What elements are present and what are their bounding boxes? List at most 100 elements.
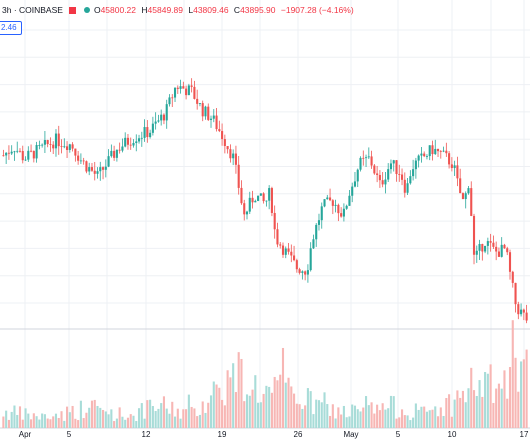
volume-bar (456, 390, 459, 428)
candle (63, 138, 66, 149)
volume-bar (323, 392, 326, 428)
candle (367, 147, 370, 160)
x-tick-10: 10 (447, 430, 457, 439)
volume-bar (218, 387, 221, 428)
candle (450, 157, 453, 172)
close-label: C (233, 5, 241, 15)
candle (126, 133, 130, 150)
candle (226, 146, 229, 154)
candle (245, 210, 249, 220)
candle (107, 149, 110, 168)
volume-bar (298, 404, 301, 428)
candle (234, 145, 237, 174)
x-tick-apr: Apr (18, 430, 32, 439)
candle (500, 237, 503, 258)
candle (525, 304, 528, 324)
candle (113, 145, 116, 161)
ohlc-readout: O45800.22 H45849.89 L43809.46 C43895.90 … (94, 5, 357, 15)
symbol-interval-exchange[interactable]: 3h · COINBASE (2, 5, 63, 15)
candle (124, 132, 127, 148)
candle (251, 190, 254, 209)
candle (406, 177, 409, 196)
volume-bar (176, 408, 179, 428)
volume-bar (49, 419, 52, 428)
candle (364, 154, 368, 167)
volume-bar (329, 415, 332, 428)
volume-bar (257, 402, 260, 428)
volume-bar (486, 373, 489, 428)
candle (312, 234, 315, 249)
volume-bar (503, 370, 506, 428)
candle (276, 222, 279, 248)
volume-bar (146, 400, 149, 428)
candle (240, 180, 243, 205)
indicator-value-chip[interactable]: 2.46 (0, 21, 22, 35)
candle (381, 172, 384, 188)
candle (212, 109, 215, 123)
volume-bar (110, 409, 113, 428)
volume-bar (232, 363, 235, 428)
volume-bar (506, 398, 509, 428)
volume-bar (326, 404, 329, 428)
volume-bar (107, 414, 110, 428)
volume-bar (207, 402, 210, 428)
volume-bar (306, 388, 309, 428)
candle (431, 140, 434, 161)
candle (68, 143, 71, 153)
volume-bar (143, 418, 146, 428)
volume-bar (226, 370, 229, 428)
open-value: 45800.22 (100, 5, 137, 15)
volume-bar (290, 386, 293, 428)
volume-bar (381, 403, 384, 428)
candle (508, 249, 512, 280)
volume-bar (212, 381, 215, 428)
volume-bar (268, 386, 271, 428)
volume-bar (168, 413, 171, 428)
candle (10, 145, 13, 155)
volume-bar (478, 380, 481, 428)
candle (207, 103, 210, 122)
volume-bar (384, 409, 387, 428)
candle (320, 202, 323, 229)
candle (409, 170, 412, 185)
x-tick-may: May (343, 430, 359, 439)
candle (88, 162, 91, 176)
candle (18, 148, 22, 153)
candle (478, 239, 481, 260)
candle (190, 78, 193, 93)
candle (362, 150, 365, 166)
volume-bar (389, 395, 393, 428)
candle (93, 161, 96, 181)
volume-bar (414, 403, 417, 428)
volume-bar (165, 408, 168, 428)
candle (467, 185, 470, 195)
candle (412, 159, 415, 181)
volume-bar (340, 414, 343, 428)
volume-bar (472, 390, 476, 428)
candle (176, 85, 179, 94)
candle (187, 83, 190, 96)
volume-bar (104, 411, 107, 428)
volume-bar (450, 416, 453, 428)
volume-bar (16, 414, 19, 428)
volume-bar (124, 419, 127, 428)
flag-icon[interactable] (68, 6, 76, 14)
volume-bar (436, 416, 440, 428)
candle (503, 243, 506, 249)
candle (304, 270, 307, 281)
candle (259, 193, 262, 196)
candle (345, 204, 348, 210)
candle (359, 156, 362, 172)
volume-bar (74, 418, 77, 428)
volume-bar (431, 409, 434, 428)
candle (514, 282, 517, 313)
volume-bar (90, 400, 94, 428)
volume-bar (115, 418, 118, 428)
candle (27, 146, 30, 162)
volume-bar (495, 388, 498, 428)
candle (323, 199, 326, 208)
volume-bar (293, 393, 296, 428)
volume-bar (425, 411, 429, 428)
volume-bar (484, 371, 487, 428)
candle (351, 182, 354, 203)
